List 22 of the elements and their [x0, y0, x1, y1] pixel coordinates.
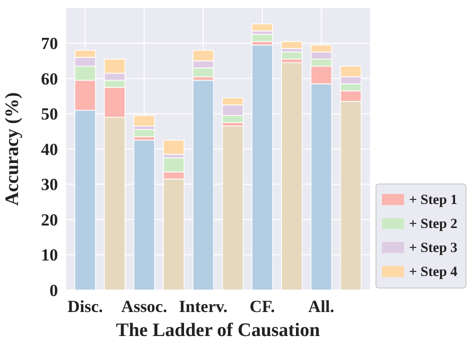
y-tick-label: 20: [41, 210, 58, 230]
bar: [133, 129, 155, 138]
y-tick-label: 40: [41, 140, 58, 159]
legend-label: + Step 2: [409, 217, 458, 232]
y-tick-label: 0: [50, 280, 58, 300]
bar: [252, 34, 273, 42]
x-tick-label: Assoc.: [121, 297, 168, 316]
bar: [281, 52, 303, 60]
y-tick-label: 60: [41, 69, 58, 88]
y-tick-label: 30: [41, 175, 58, 194]
x-tick-label: CF.: [250, 297, 275, 316]
legend-label: + Step 1: [409, 193, 458, 208]
x-axis-title: The Ladder of Causation: [116, 320, 320, 341]
legend-label: + Step 3: [409, 241, 458, 256]
y-tick-label: 70: [41, 34, 58, 54]
y-axis-title: Accuracy (%): [2, 92, 23, 206]
x-tick-label: Interv.: [178, 297, 228, 316]
y-tick-label: 10: [41, 246, 58, 265]
x-tick-label: All.: [308, 297, 334, 316]
legend-label: + Step 4: [409, 265, 458, 280]
x-tick-label: Disc.: [67, 297, 103, 316]
y-tick-label: 50: [41, 104, 58, 124]
